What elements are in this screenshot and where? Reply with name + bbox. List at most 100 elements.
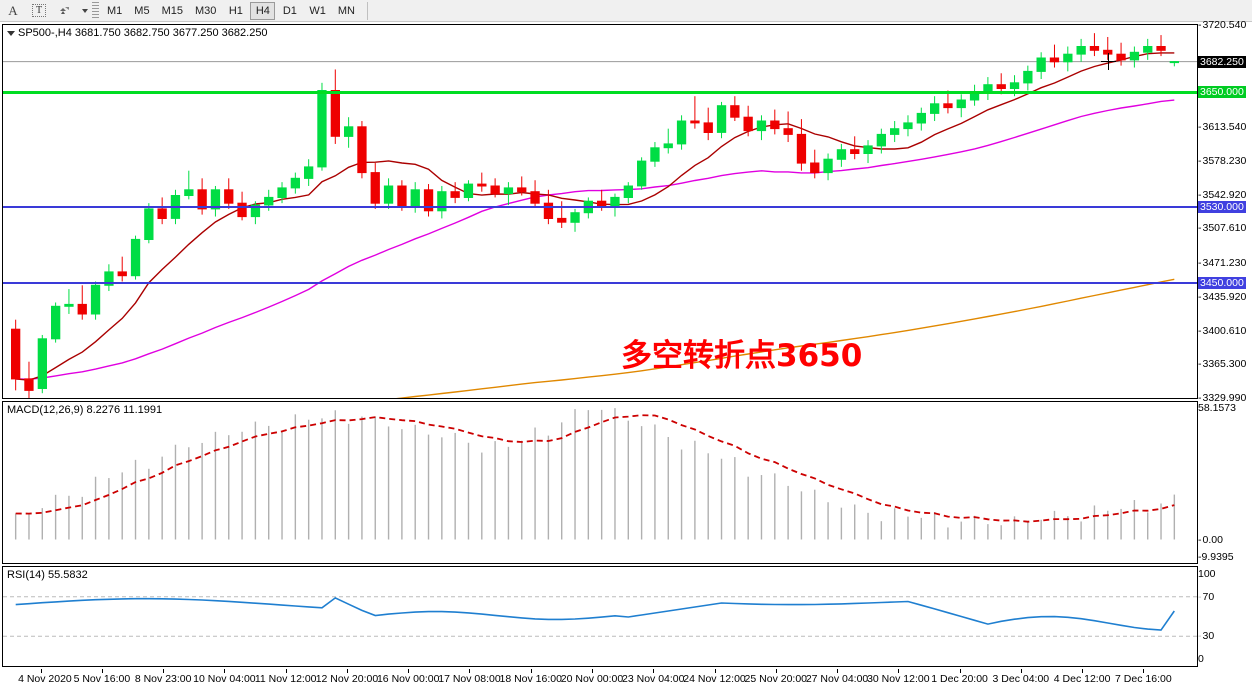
rsi-axis-tick: -30 [1198,630,1215,643]
candle-body [1036,57,1046,72]
macd-axis-tick: 58.1573 [1198,402,1236,414]
candle-body [810,162,820,174]
candle-body [37,338,48,389]
drawing-objects-button[interactable] [52,1,78,21]
rsi-tick-label: 30 [1202,630,1215,643]
candle-body [956,99,966,109]
price-axis-tick: -3542.920 [1198,188,1247,201]
time-axis-tick [408,669,410,673]
time-axis-tick [959,669,961,673]
timeframe-w1[interactable]: W1 [309,4,326,17]
price-tick-label: 3578.230 [1202,154,1247,167]
price-tag-3682-250[interactable]: 3682.250 [1198,55,1246,68]
price-pane-header: SP500-,H4 3681.750 3682.750 3677.250 368… [7,27,271,39]
price-axis-tick: -3613.540 [1198,121,1247,134]
timeframe-m30[interactable]: M30 [194,4,217,17]
candle-body [716,105,727,133]
level-line-3530-000[interactable] [3,205,1197,208]
candle-body [290,177,301,189]
rsi-pane[interactable]: RSI(14) 55.5832 [2,566,1198,667]
candle-body [1169,61,1179,64]
timeframe-m5[interactable]: M5 [134,4,150,17]
time-axis-tick [469,669,471,673]
candle-body [743,116,753,132]
text-tool-button[interactable]: A [8,2,18,18]
macd-tick-label: 58.1573 [1198,402,1236,414]
candle-body [1129,51,1140,61]
rsi-tick-label: 0 [1198,653,1204,665]
objects-dropdown-arrow[interactable] [78,1,90,21]
candle-body [1156,46,1166,51]
macd-tick-label: 0.00 [1202,533,1223,546]
time-axis-label: 23 Nov 04:00 [622,673,685,685]
candle-body [1009,82,1020,89]
price-tag-3450-000[interactable]: 3450.000 [1198,277,1246,290]
candle-body [1089,46,1100,51]
candle-body [703,122,713,134]
vector-layer [14,408,1176,540]
collapse-triangle-icon[interactable] [7,30,15,36]
candle-body [130,238,141,277]
candle-body [850,149,860,154]
label-tool-button[interactable]: T [26,1,52,21]
time-axis-label: 25 Nov 20:00 [744,673,808,685]
timeframe-mn[interactable]: MN [337,4,355,17]
macd-axis[interactable]: 58.1573 -0.00 -9.9395 [1198,401,1250,564]
price-tick-label: 3613.540 [1202,121,1247,134]
candle-body [823,158,833,174]
time-axis-tick [592,669,593,673]
shapes-icon [59,7,69,14]
price-axis-tick: -3365.300 [1198,358,1247,371]
candle-body [357,126,367,174]
time-axis-label: 16 Nov 00:00 [376,673,440,685]
timeframe-d1[interactable]: D1 [282,4,297,17]
candle-body [676,120,687,145]
price-tick-label: 3471.230 [1202,257,1247,270]
price-pane[interactable]: SP500-,H4 3681.750 3682.750 3677.250 368… [2,24,1198,399]
level-line-3450-000[interactable] [3,282,1197,285]
candle-body [876,133,887,147]
candle-body [663,143,673,149]
time-axis-tick [714,669,716,673]
macd-plot[interactable] [3,402,1197,563]
timeframe-m1[interactable]: M1 [107,4,123,17]
timeframe-h4[interactable]: H4 [250,1,276,20]
rsi-line [15,596,1175,631]
timeframe-m15[interactable]: M15 [161,4,183,17]
price-tag-3650-000[interactable]: 3650.000 [1198,86,1246,99]
rsi-plot[interactable] [3,567,1197,666]
time-axis-tick [40,669,42,673]
candle-body [11,328,21,380]
time-axis-label: 12 Nov 20:00 [315,673,379,685]
candle-body [423,189,434,212]
time-axis[interactable]: 4 Nov 2020 5 Nov 16:00 8 Nov 23:00 10 Nov 0… [2,669,1198,695]
time-axis-label: 24 Nov 12:00 [683,673,746,685]
time-axis-tick [346,669,348,673]
candle-body [144,208,154,240]
price-axis[interactable]: -3720.540 -3613.540 -3578.230 -3542.920 -350… [1198,20,1250,403]
time-axis-tick [775,669,777,673]
rsi-axis-tick: 0 [1198,653,1204,665]
candle-body [477,183,487,187]
candle-body [450,191,460,198]
price-plot[interactable] [3,25,1197,398]
rsi-axis[interactable]: 100 -70 -30 0 [1198,566,1250,667]
candle-body [1116,53,1126,61]
price-tick-label: 3542.920 [1202,188,1247,201]
candle-body [197,189,207,210]
time-axis-label: 27 Nov 04:00 [805,673,869,685]
candle-body [1076,46,1086,55]
candle-body [530,191,540,204]
time-axis-label: 18 Nov 16:00 [499,673,562,685]
candle-body [863,145,873,155]
chart-area[interactable]: SP500-,H4 3681.750 3682.750 3677.250 368… [0,20,1252,697]
candle-body [330,90,341,137]
toolbar-grip[interactable] [92,1,99,20]
candle-body [277,187,287,198]
level-line-3650-000[interactable] [3,90,1197,94]
timeframe-h1[interactable]: H1 [228,4,243,17]
ma-mid-line [15,99,1175,380]
price-tag-3530-000[interactable]: 3530.000 [1198,200,1246,213]
macd-pane[interactable]: MACD(12,26,9) 8.2276 11.1991 [2,401,1198,564]
candle-body [570,212,580,223]
